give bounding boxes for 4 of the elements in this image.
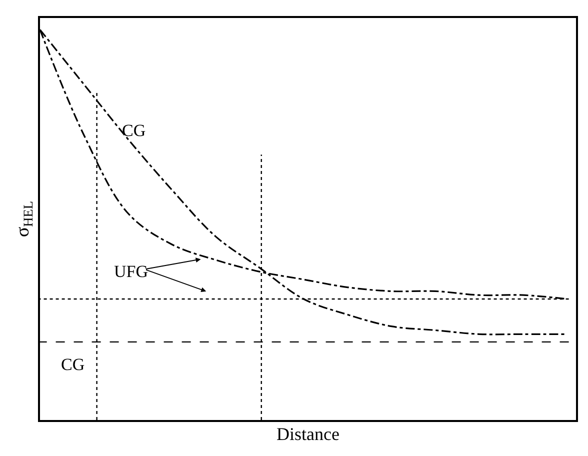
annotation: CG <box>61 355 85 374</box>
annotation: CG <box>122 121 146 140</box>
x-axis-title: Distance <box>276 424 340 444</box>
annotation: UFG <box>114 262 148 281</box>
